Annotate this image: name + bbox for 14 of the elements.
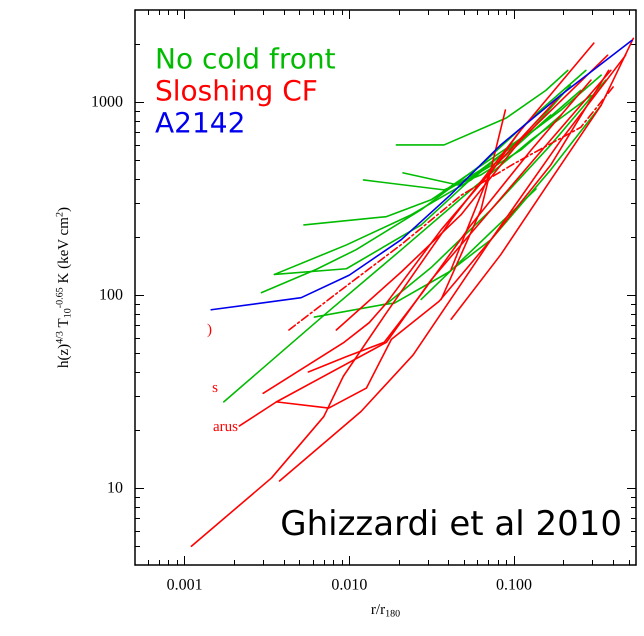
y-tick-label: 1000 (91, 94, 123, 111)
annotation: Ghizzardi et al 2010 (280, 504, 622, 544)
x-tick-label: 0.100 (496, 576, 532, 594)
annotation: ) (207, 322, 212, 338)
x-tick-label: 0.010 (331, 576, 368, 594)
text: No cold front (155, 42, 336, 76)
y-tick-label: 10 (107, 480, 123, 497)
y-axis-title: h(z)4/3 T10-0.65 K (keV cm2) (54, 206, 74, 368)
annotation: arus (213, 419, 238, 435)
y-tick-label: 100 (99, 286, 123, 304)
text: A2142 (155, 106, 246, 140)
x-tick-label: 0.001 (166, 576, 203, 594)
text: Sloshing CF (155, 74, 318, 108)
annotation: s (212, 380, 218, 396)
